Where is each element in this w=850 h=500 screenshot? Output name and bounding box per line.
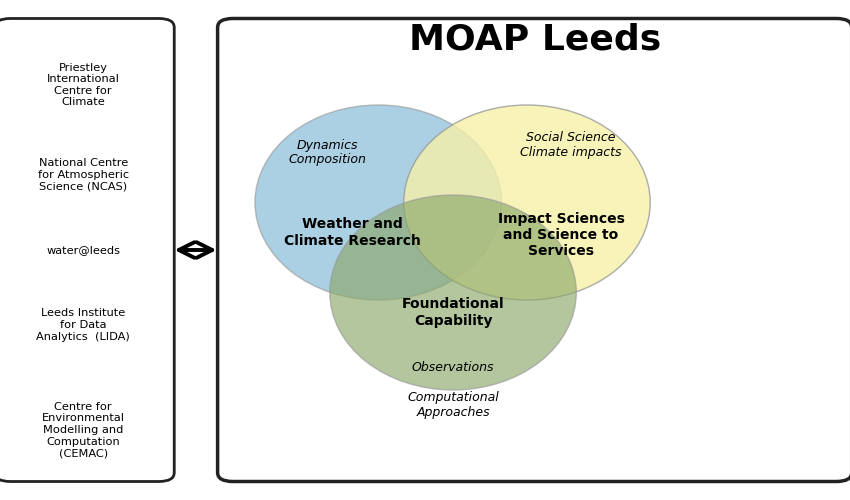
FancyBboxPatch shape (218, 18, 850, 481)
Text: National Centre
for Atmospheric
Science (NCAS): National Centre for Atmospheric Science … (37, 158, 129, 192)
Text: Leeds Institute
for Data
Analytics  (LIDA): Leeds Institute for Data Analytics (LIDA… (37, 308, 130, 342)
Text: Priestley
International
Centre for
Climate: Priestley International Centre for Clima… (47, 62, 120, 108)
Text: Weather and
Climate Research: Weather and Climate Research (284, 218, 422, 248)
Text: MOAP Leeds: MOAP Leeds (409, 23, 660, 57)
Ellipse shape (330, 195, 576, 390)
Text: Social Science
Climate impacts: Social Science Climate impacts (520, 131, 622, 159)
Ellipse shape (255, 105, 502, 300)
Text: Dynamics
Composition: Dynamics Composition (288, 138, 366, 166)
Text: Foundational
Capability: Foundational Capability (402, 298, 504, 328)
Text: Impact Sciences
and Science to
Services: Impact Sciences and Science to Services (497, 212, 625, 258)
FancyBboxPatch shape (0, 18, 174, 481)
Ellipse shape (404, 105, 650, 300)
Text: Computational
Approaches: Computational Approaches (407, 391, 499, 419)
Text: Centre for
Environmental
Modelling and
Computation
(CEMAC): Centre for Environmental Modelling and C… (42, 402, 125, 458)
Text: water@leeds: water@leeds (46, 245, 121, 255)
Text: Observations: Observations (411, 361, 495, 374)
